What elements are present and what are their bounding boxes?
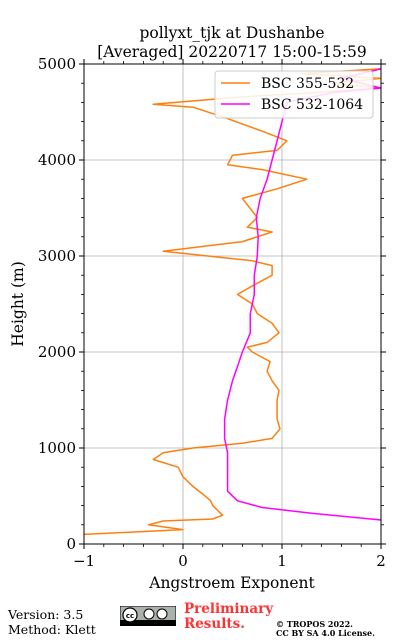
x-tick-label: 1 <box>277 552 287 570</box>
y-tick-label: 1000 <box>38 439 76 457</box>
y-tick-label: 5000 <box>38 55 76 73</box>
x-axis-label: Angstroem Exponent <box>148 574 315 592</box>
y-tick-label: 4000 <box>38 151 76 169</box>
version-text: Version: 3.5 <box>8 607 84 622</box>
series-lines <box>84 68 381 536</box>
grid <box>83 63 382 545</box>
preliminary-results-note: Preliminary Results. <box>184 602 273 632</box>
x-tick-label: −1 <box>73 552 95 570</box>
copyright-line-2: CC BY SA 4.0 License. <box>276 628 375 638</box>
series-line-bsc-532-1064 <box>223 68 381 521</box>
cc-by-sa-badge-icon: cc <box>120 606 176 626</box>
x-tick-label: 2 <box>376 552 386 570</box>
preliminary-line-1: Preliminary <box>184 601 274 617</box>
chart-title-line-2: [Averaged] 20220717 15:00-15:59 <box>97 43 367 61</box>
svg-text:cc: cc <box>126 612 134 620</box>
chart-title-line-1: pollyxt_tjk at Dushanbe <box>139 24 324 42</box>
footer-info: Version: 3.5 Method: Klett <box>8 607 96 637</box>
plot-frame <box>83 63 382 545</box>
legend-box <box>214 70 374 119</box>
y-tick-label: 2000 <box>38 343 76 361</box>
preliminary-line-2: Results. <box>184 616 245 632</box>
copyright-line-1: © TROPOS 2022. <box>276 619 353 629</box>
legend-label-bsc-532-1064: BSC 532-1064 <box>261 97 363 113</box>
y-tick-label: 0 <box>66 535 76 553</box>
legend: BSC 355-532 BSC 532-1064 <box>214 70 374 119</box>
legend-label-bsc-355-532: BSC 355-532 <box>261 76 354 92</box>
y-tick-label: 3000 <box>38 247 76 265</box>
method-text: Method: Klett <box>8 622 96 637</box>
copyright-note: © TROPOS 2022. CC BY SA 4.0 License. <box>276 620 375 638</box>
y-axis-label: Height (m) <box>9 261 27 347</box>
x-tick-label: 0 <box>178 552 188 570</box>
series-line-bsc-355-532 <box>84 68 381 536</box>
